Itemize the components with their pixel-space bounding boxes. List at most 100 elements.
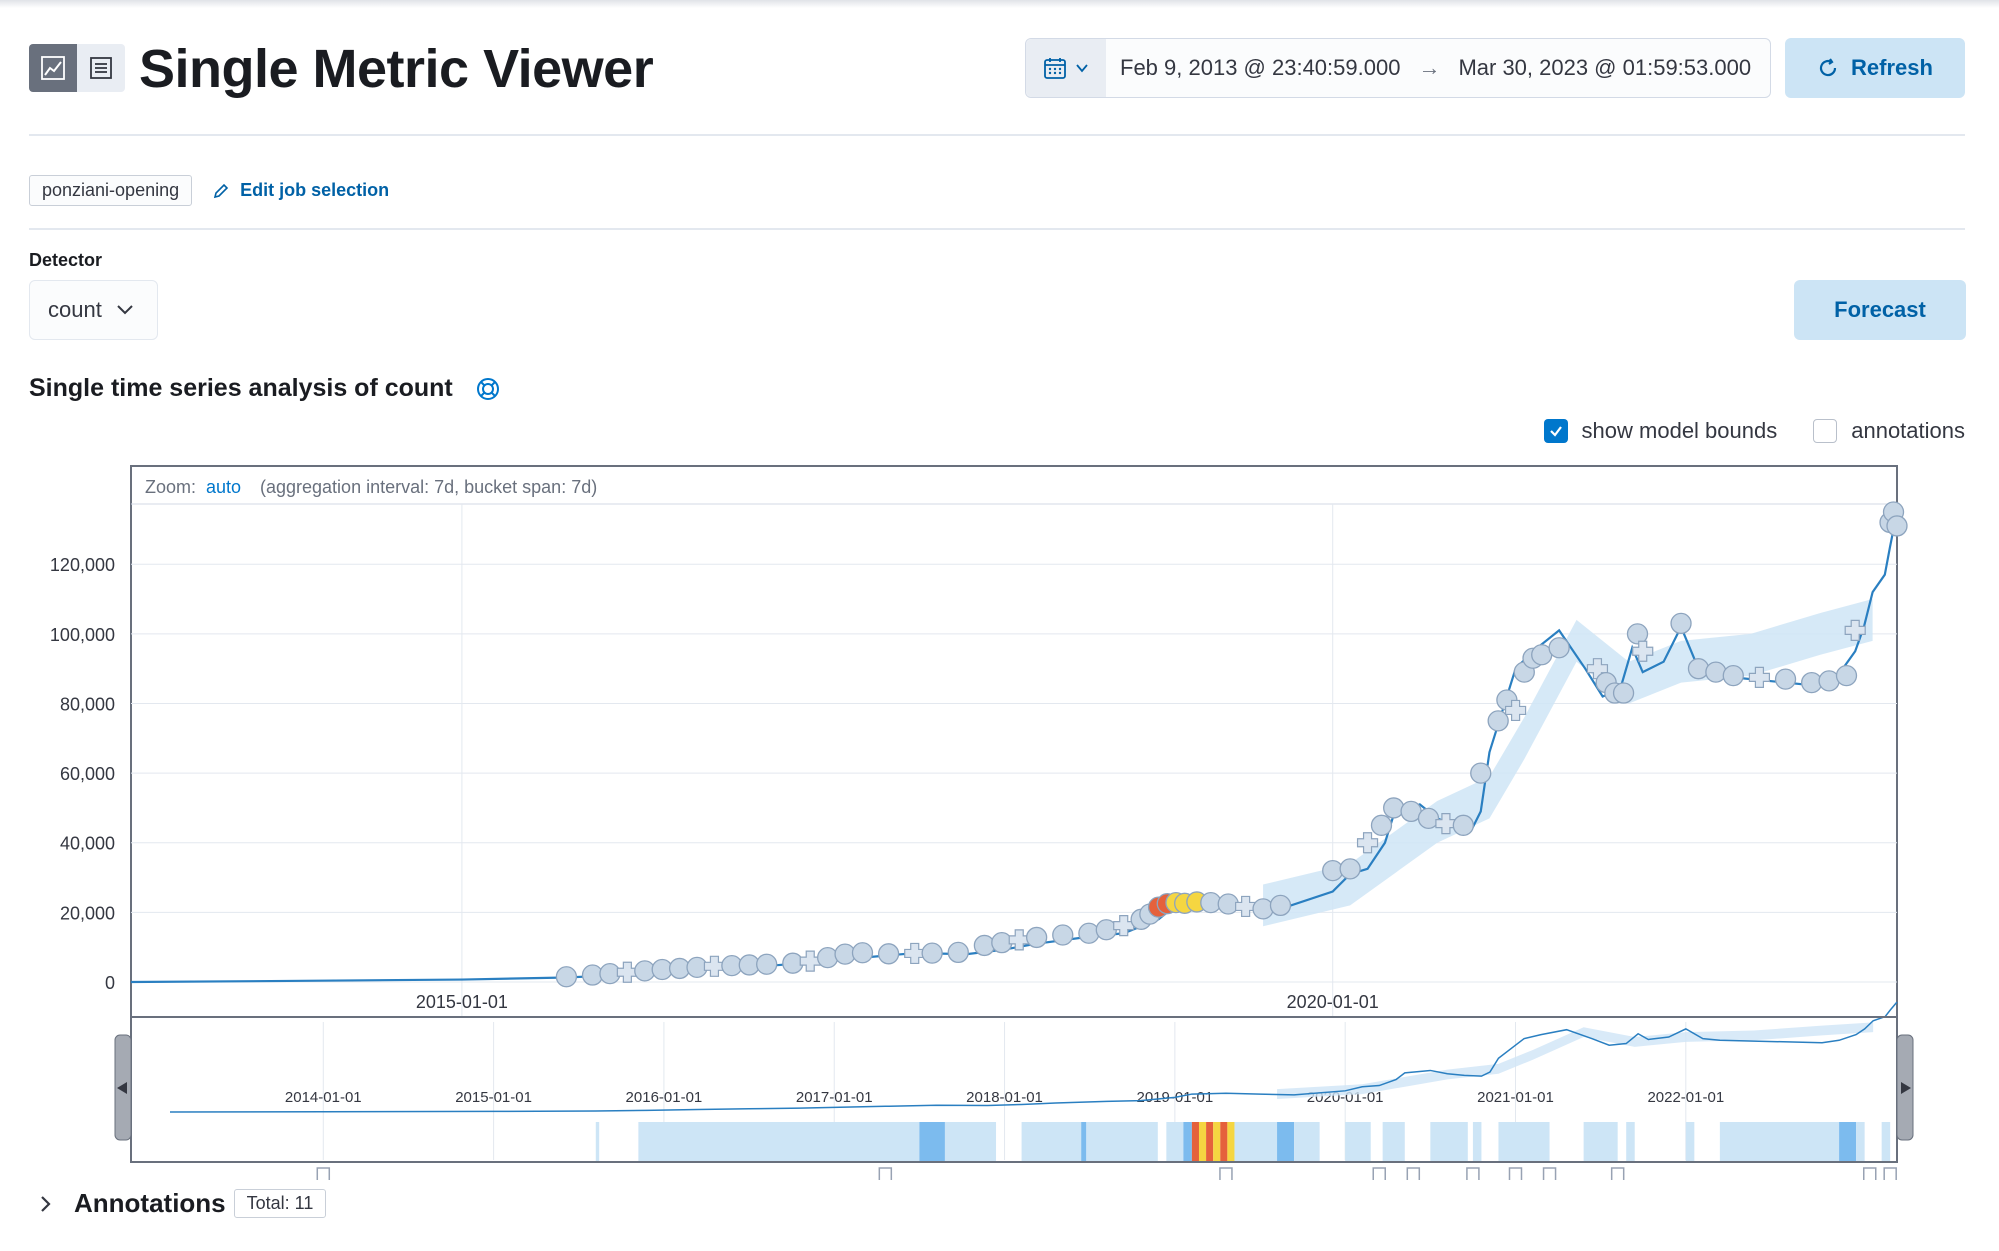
anomaly-marker <box>851 942 874 964</box>
context-line <box>169 1001 1898 1113</box>
swimlane-cell <box>1213 1122 1221 1162</box>
zoom-info: (aggregation interval: 7d, bucket span: … <box>260 477 597 497</box>
anomaly-marker <box>756 953 778 975</box>
top-shadow <box>0 0 1999 8</box>
quick-select-button[interactable] <box>1026 39 1106 97</box>
annotation-marker <box>1219 1167 1233 1180</box>
page-header: Single Metric Viewer Feb 9, 2013 @ 23:40… <box>29 38 1965 136</box>
annotation-marker <box>1883 1167 1897 1180</box>
swimlane-cell <box>1277 1122 1295 1162</box>
chevron-down-icon <box>117 305 133 315</box>
annotations-checkbox-label: annotations <box>1851 418 1965 443</box>
anomaly-marker <box>877 943 900 965</box>
line-chart-icon <box>41 56 65 80</box>
checkbox-checked[interactable] <box>1543 419 1568 443</box>
checkbox-unchecked[interactable] <box>1813 419 1838 443</box>
detector-label: Detector <box>29 250 103 270</box>
swimlane-cell <box>1498 1122 1550 1162</box>
pencil-icon <box>214 183 229 198</box>
annotation-marker <box>316 1167 331 1180</box>
multi-bucket-marker <box>1235 895 1257 918</box>
annotation-markers <box>316 1167 1897 1180</box>
analysis-title: Single time series analysis of count <box>29 374 501 403</box>
refresh-button[interactable]: Refresh <box>1785 38 1965 98</box>
annotation-marker <box>1862 1167 1877 1180</box>
anomaly-marker <box>1835 664 1858 687</box>
anomaly-marker <box>1252 898 1274 920</box>
gridlines <box>131 504 1897 1017</box>
job-selection-row: ponziani-opening Edit job selection <box>29 175 389 206</box>
edit-job-selection-link[interactable]: Edit job selection <box>212 180 389 201</box>
swimlane-cell <box>1166 1122 1184 1162</box>
context-tick-label: 2015-01-01 <box>455 1089 532 1106</box>
refresh-label: Refresh <box>1851 55 1933 80</box>
annotations-checkbox[interactable]: annotations <box>1813 418 1965 444</box>
multi-bucket-marker <box>1356 832 1379 854</box>
anomaly-marker <box>1687 658 1710 680</box>
swimlane-cell <box>1191 1122 1199 1162</box>
swimlane-cell <box>1086 1122 1158 1162</box>
zoom-label: Zoom: <box>145 477 196 497</box>
y-tick-label: 120,000 <box>50 555 115 575</box>
annotations-section: Annotations Total: 11 <box>38 1188 327 1219</box>
job-badge: ponziani-opening <box>29 175 193 206</box>
single-metric-view-button[interactable] <box>29 44 77 92</box>
x-tick-label: 2020-01-01 <box>1287 992 1379 1012</box>
anomaly-marker <box>947 941 969 964</box>
anomaly-marker <box>1670 612 1692 635</box>
help-icon[interactable] <box>475 376 501 402</box>
annotation-marker <box>1610 1167 1625 1180</box>
edit-job-label: Edit job selection <box>240 180 390 200</box>
context-bounds <box>1277 1022 1874 1099</box>
start-date[interactable]: Feb 9, 2013 @ 23:40:59.000 <box>1120 55 1401 80</box>
swimlane-cell <box>1227 1122 1235 1162</box>
multi-bucket-marker <box>1435 812 1457 835</box>
anomaly-swimlane <box>595 1122 1891 1162</box>
anomaly-marker <box>1487 710 1509 732</box>
y-tick-label: 60,000 <box>60 764 115 784</box>
detector-select[interactable]: count <box>29 280 158 340</box>
table-icon <box>90 57 112 79</box>
anomaly-marker <box>1078 922 1100 944</box>
end-date[interactable]: Mar 30, 2023 @ 01:59:53.000 <box>1458 55 1752 80</box>
view-switcher <box>29 44 125 92</box>
multi-bucket-marker <box>904 942 926 965</box>
swimlane-cell <box>1234 1122 1278 1162</box>
swimlane-cell <box>638 1122 920 1162</box>
y-tick-label: 20,000 <box>60 903 115 923</box>
swimlane-cell <box>1220 1122 1228 1162</box>
anomaly-marker <box>1705 661 1727 683</box>
anomaly-marker <box>1417 807 1440 830</box>
zoom-auto-link[interactable]: auto <box>206 477 241 497</box>
swimlane-cell <box>1472 1122 1482 1162</box>
model-bounds <box>1263 599 1873 927</box>
annotations-title[interactable]: Annotations <box>74 1188 226 1218</box>
date-picker: Feb 9, 2013 @ 23:40:59.000 → Mar 30, 202… <box>1025 38 1771 98</box>
anomaly-marker <box>816 946 839 969</box>
swimlane-cell <box>1430 1122 1468 1162</box>
anomaly-explorer-view-button[interactable] <box>77 44 125 92</box>
chart-options: show model bounds annotations <box>1543 418 1965 444</box>
swimlane-cell <box>595 1122 600 1162</box>
time-series-chart[interactable]: Zoom: auto (aggregation interval: 7d, bu… <box>0 460 1999 1180</box>
context-tick-label: 2021-01-01 <box>1477 1089 1554 1106</box>
annotation-marker <box>878 1167 893 1180</box>
anomaly-marker <box>1383 797 1405 819</box>
anomaly-marker <box>1452 814 1474 836</box>
multi-bucket-marker <box>1748 666 1771 688</box>
multi-bucket-marker <box>799 950 821 972</box>
context-chart: 2014-01-01 2015-01-01 2016-01-01 2017-01-01… <box>169 1001 1898 1160</box>
swimlane-cell <box>1198 1122 1207 1162</box>
caret-right-icon <box>1901 1082 1911 1094</box>
swimlane-cell <box>1382 1122 1405 1162</box>
show-model-bounds-checkbox[interactable]: show model bounds <box>1543 418 1777 444</box>
forecast-button[interactable]: Forecast <box>1794 280 1966 340</box>
anomaly-marker <box>1548 637 1570 659</box>
chevron-right-icon[interactable] <box>38 1194 54 1214</box>
anomaly-marker <box>1339 858 1361 880</box>
caret-left-icon <box>117 1082 127 1094</box>
anomaly-marker <box>1052 924 1074 946</box>
swimlane-cell <box>1839 1122 1857 1162</box>
y-tick-label: 40,000 <box>60 834 115 854</box>
y-tick-label: 0 <box>105 973 115 993</box>
